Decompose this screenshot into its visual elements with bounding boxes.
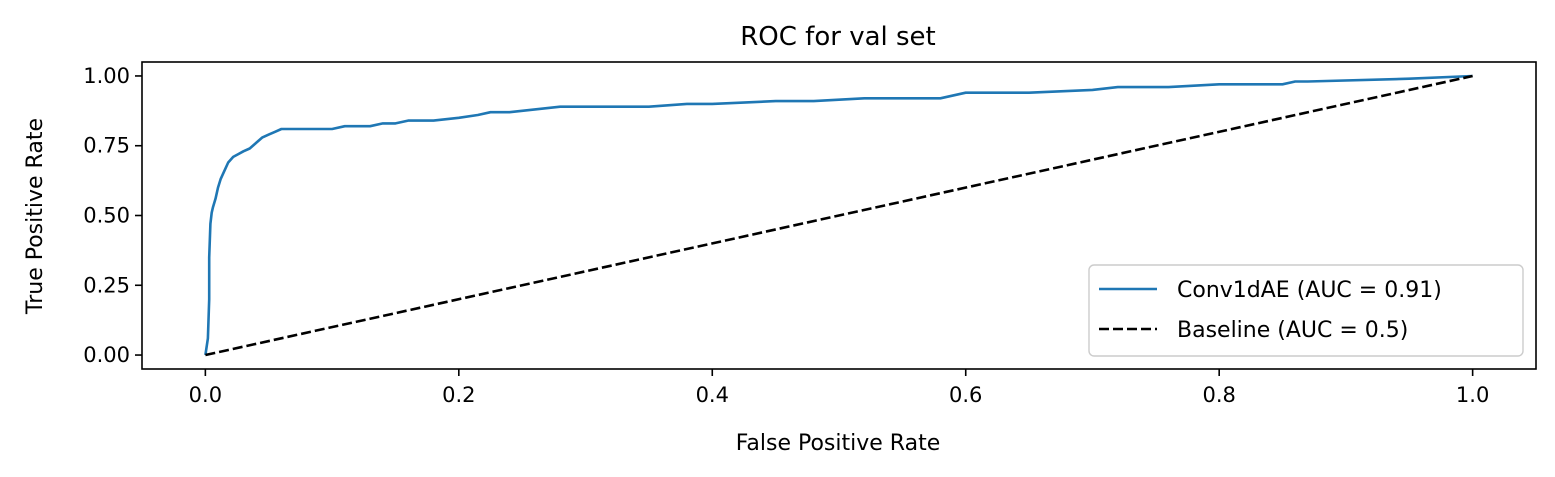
x-axis: 0.0 0.2 0.4 0.6 0.8 1.0 (189, 369, 1489, 407)
y-axis-label: True Positive Rate (23, 118, 48, 315)
y-axis: 0.00 0.25 0.50 0.75 1.00 (83, 64, 142, 367)
x-tick-label: 0.8 (1202, 383, 1235, 407)
legend-label-1: Conv1dAE (AUC = 0.91) (1177, 278, 1442, 303)
legend-label-2: Baseline (AUC = 0.5) (1177, 318, 1408, 343)
series-line-1 (204, 74, 1473, 356)
plot-series (204, 74, 1473, 357)
x-tick-label: 1.0 (1456, 383, 1489, 407)
x-tick-label: 0.2 (442, 383, 475, 407)
y-tick-label: 0.75 (83, 134, 130, 158)
y-tick-label: 1.00 (83, 64, 130, 88)
legend: Conv1dAE (AUC = 0.91) Baseline (AUC = 0.5… (1088, 264, 1524, 357)
legend-box (1088, 264, 1524, 357)
y-tick-label: 0.00 (83, 343, 130, 367)
y-tick-label: 0.50 (83, 204, 130, 228)
x-tick-label: 0.4 (696, 383, 729, 407)
chart-title: ROC for val set (740, 22, 936, 52)
y-tick-label: 0.25 (83, 273, 130, 297)
x-tick-label: 0.6 (949, 383, 982, 407)
series-line-2 (205, 74, 1473, 357)
x-axis-label: False Positive Rate (736, 431, 940, 456)
x-tick-label: 0.0 (189, 383, 222, 407)
